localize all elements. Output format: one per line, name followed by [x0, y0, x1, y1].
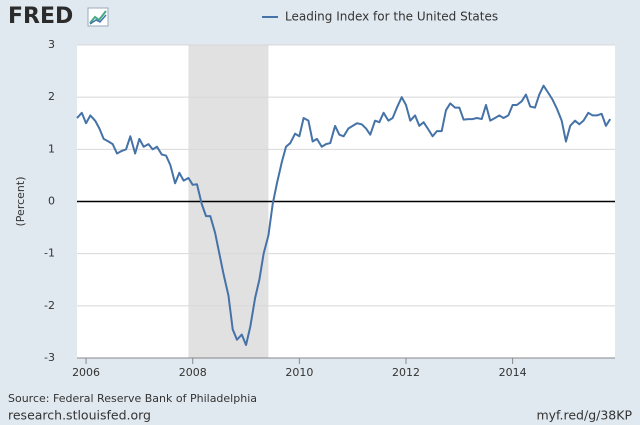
y-tick-label: 3	[48, 38, 55, 51]
site-url: research.stlouisfed.org	[8, 408, 151, 423]
y-tick-label: -3	[44, 351, 55, 364]
y-tick-label: 2	[48, 90, 55, 103]
legend-label: Leading Index for the United States	[285, 10, 498, 24]
data-line	[76, 84, 612, 346]
logo: FRED	[8, 4, 73, 29]
x-tick-label: 2008	[179, 366, 207, 379]
x-tick-label: 2006	[72, 366, 100, 379]
y-tick-label: 0	[48, 195, 55, 208]
y-tick-label: -1	[44, 247, 55, 260]
y-tick-label: -2	[44, 299, 55, 312]
source-note: Source: Federal Reserve Bank of Philadel…	[8, 392, 257, 405]
short-link: myf.red/g/38KP	[536, 408, 632, 423]
x-tick-label: 2012	[392, 366, 420, 379]
y-tick-label: 1	[48, 142, 55, 155]
x-tick-label: 2014	[499, 366, 527, 379]
x-tick-label: 2010	[285, 366, 313, 379]
logo-icon	[87, 7, 109, 27]
y-axis-label: (Percent)	[14, 177, 27, 227]
